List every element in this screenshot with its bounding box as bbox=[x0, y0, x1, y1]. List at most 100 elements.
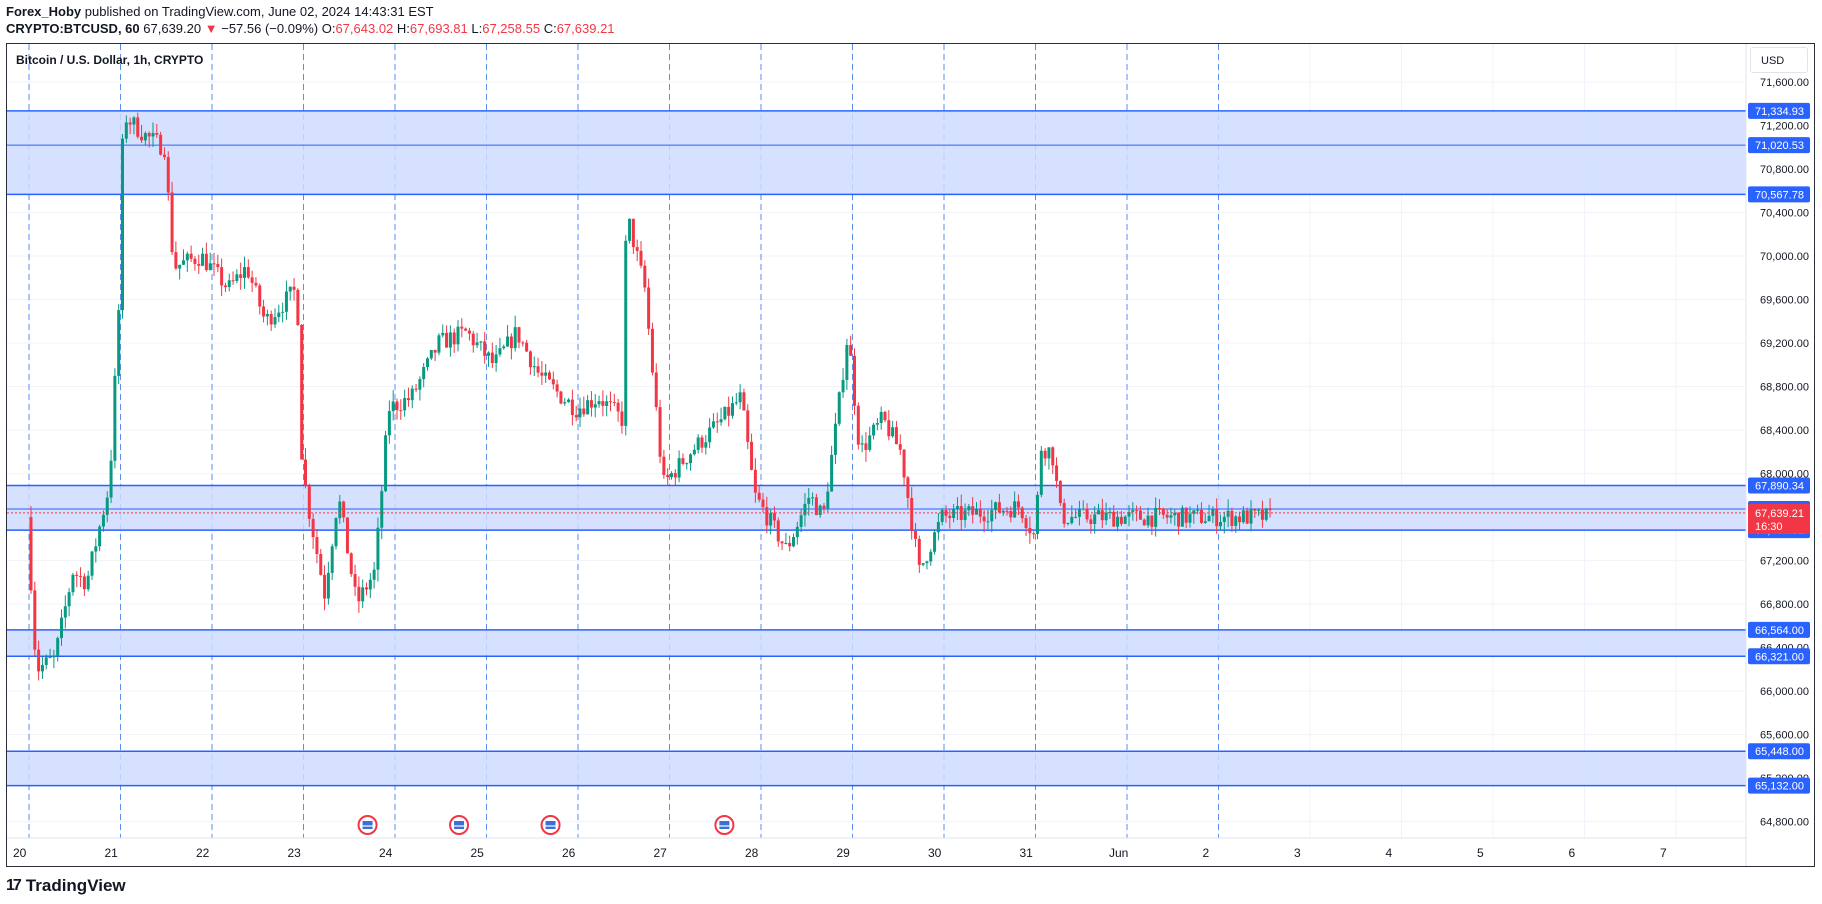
candle-body bbox=[1154, 507, 1158, 527]
candle-body bbox=[799, 515, 803, 527]
candle-body bbox=[422, 367, 426, 380]
last-price-tag bbox=[1748, 503, 1810, 534]
y-tick-label: 65,600.00 bbox=[1760, 730, 1809, 742]
candle-body bbox=[849, 345, 853, 356]
candle-body bbox=[1207, 515, 1211, 522]
candle-body bbox=[128, 122, 132, 125]
low-label: L: bbox=[471, 21, 483, 36]
tradingview-footer[interactable]: 17 TradingView bbox=[6, 876, 126, 896]
candle-body bbox=[1062, 503, 1066, 524]
candle-body bbox=[296, 289, 300, 325]
candle-body bbox=[330, 546, 334, 573]
x-tick-label: 2 bbox=[1203, 846, 1210, 860]
candle-body bbox=[1112, 511, 1116, 527]
candle-body bbox=[1020, 507, 1024, 519]
candle-body bbox=[269, 313, 273, 325]
candle-body bbox=[60, 617, 63, 639]
candle-body bbox=[643, 265, 647, 288]
candle-body bbox=[681, 458, 685, 464]
candle-body bbox=[803, 503, 807, 516]
candle-body bbox=[826, 491, 830, 509]
zone-price-tag bbox=[1748, 621, 1810, 638]
candle-body bbox=[555, 384, 559, 392]
candle-body bbox=[151, 133, 155, 137]
candle-body bbox=[445, 332, 449, 348]
candle-body bbox=[189, 253, 193, 259]
candle-body bbox=[246, 267, 250, 278]
candle-body bbox=[525, 342, 529, 352]
candle-body bbox=[429, 349, 433, 359]
candle-body bbox=[925, 561, 929, 564]
candle-body bbox=[395, 401, 399, 411]
x-tick-label: 25 bbox=[471, 846, 485, 860]
currency-selector[interactable]: USD bbox=[1750, 47, 1808, 73]
candle-body bbox=[361, 587, 365, 602]
countdown-label: 16:30 bbox=[1755, 521, 1783, 533]
close-label: C: bbox=[543, 21, 557, 36]
y-tick-label: 70,800.00 bbox=[1760, 164, 1809, 176]
candle-body bbox=[814, 497, 818, 516]
support-resistance-zone bbox=[7, 110, 1746, 195]
candle-body bbox=[239, 274, 243, 278]
candle-body bbox=[223, 285, 227, 288]
candle-body bbox=[1226, 510, 1230, 517]
candle-body bbox=[63, 606, 67, 618]
candle-body bbox=[452, 332, 456, 345]
candle-body bbox=[121, 138, 124, 311]
x-tick-label: 20 bbox=[13, 846, 27, 860]
candle-body bbox=[502, 346, 506, 349]
candle-body bbox=[902, 449, 906, 478]
candle-body bbox=[384, 435, 388, 492]
candle-body bbox=[921, 563, 925, 565]
candle-body bbox=[605, 401, 609, 406]
candle-body bbox=[689, 454, 693, 464]
x-tick-label: 28 bbox=[745, 846, 759, 860]
y-tick-label: 66,800.00 bbox=[1760, 599, 1809, 611]
candle-body bbox=[624, 240, 628, 426]
candle-body bbox=[807, 497, 811, 504]
candle-body bbox=[1215, 509, 1219, 527]
candle-body bbox=[82, 576, 86, 590]
candle-body bbox=[753, 469, 757, 493]
y-tick-label: 68,800.00 bbox=[1760, 382, 1809, 394]
close-value: 67,639.21 bbox=[556, 21, 615, 36]
candle-body bbox=[437, 335, 441, 353]
candle-body bbox=[891, 427, 895, 437]
candle-body bbox=[742, 392, 746, 411]
candle-body bbox=[1180, 507, 1184, 527]
candle-body bbox=[765, 507, 769, 526]
candle-body bbox=[788, 542, 792, 547]
support-resistance-zone bbox=[7, 751, 1746, 786]
candle-body bbox=[418, 379, 422, 390]
candle-body bbox=[406, 398, 410, 401]
event-flag-icon-field bbox=[362, 821, 373, 829]
candle-body bbox=[1199, 509, 1203, 523]
tradingview-brand: TradingView bbox=[25, 876, 126, 895]
x-tick-label: 26 bbox=[562, 846, 576, 860]
candle-body bbox=[963, 510, 967, 520]
candle-body bbox=[513, 327, 517, 349]
candle-body bbox=[536, 366, 540, 373]
change-text: −57.56 (−0.09%) bbox=[221, 21, 319, 36]
candle-body bbox=[216, 264, 220, 268]
support-resistance-zone bbox=[7, 485, 1746, 531]
zone-price-tag bbox=[1748, 777, 1810, 794]
candle-body bbox=[1188, 513, 1192, 523]
candle-body bbox=[628, 218, 632, 241]
candle-body bbox=[975, 509, 978, 515]
candle-body bbox=[208, 263, 212, 271]
y-tick-label: 69,600.00 bbox=[1760, 295, 1809, 307]
candle-body bbox=[933, 532, 937, 552]
candle-body bbox=[136, 117, 140, 137]
candle-body bbox=[1203, 521, 1207, 523]
chart-frame[interactable] bbox=[6, 43, 1815, 867]
candle-body bbox=[1016, 501, 1020, 508]
candle-body bbox=[982, 516, 986, 522]
candle-body bbox=[1024, 518, 1028, 528]
candle-body bbox=[1116, 516, 1120, 527]
x-tick-label: 22 bbox=[196, 846, 210, 860]
candle-body bbox=[124, 122, 128, 139]
candle-body bbox=[822, 505, 826, 509]
publisher-name[interactable]: Forex_Hoby bbox=[6, 4, 82, 19]
